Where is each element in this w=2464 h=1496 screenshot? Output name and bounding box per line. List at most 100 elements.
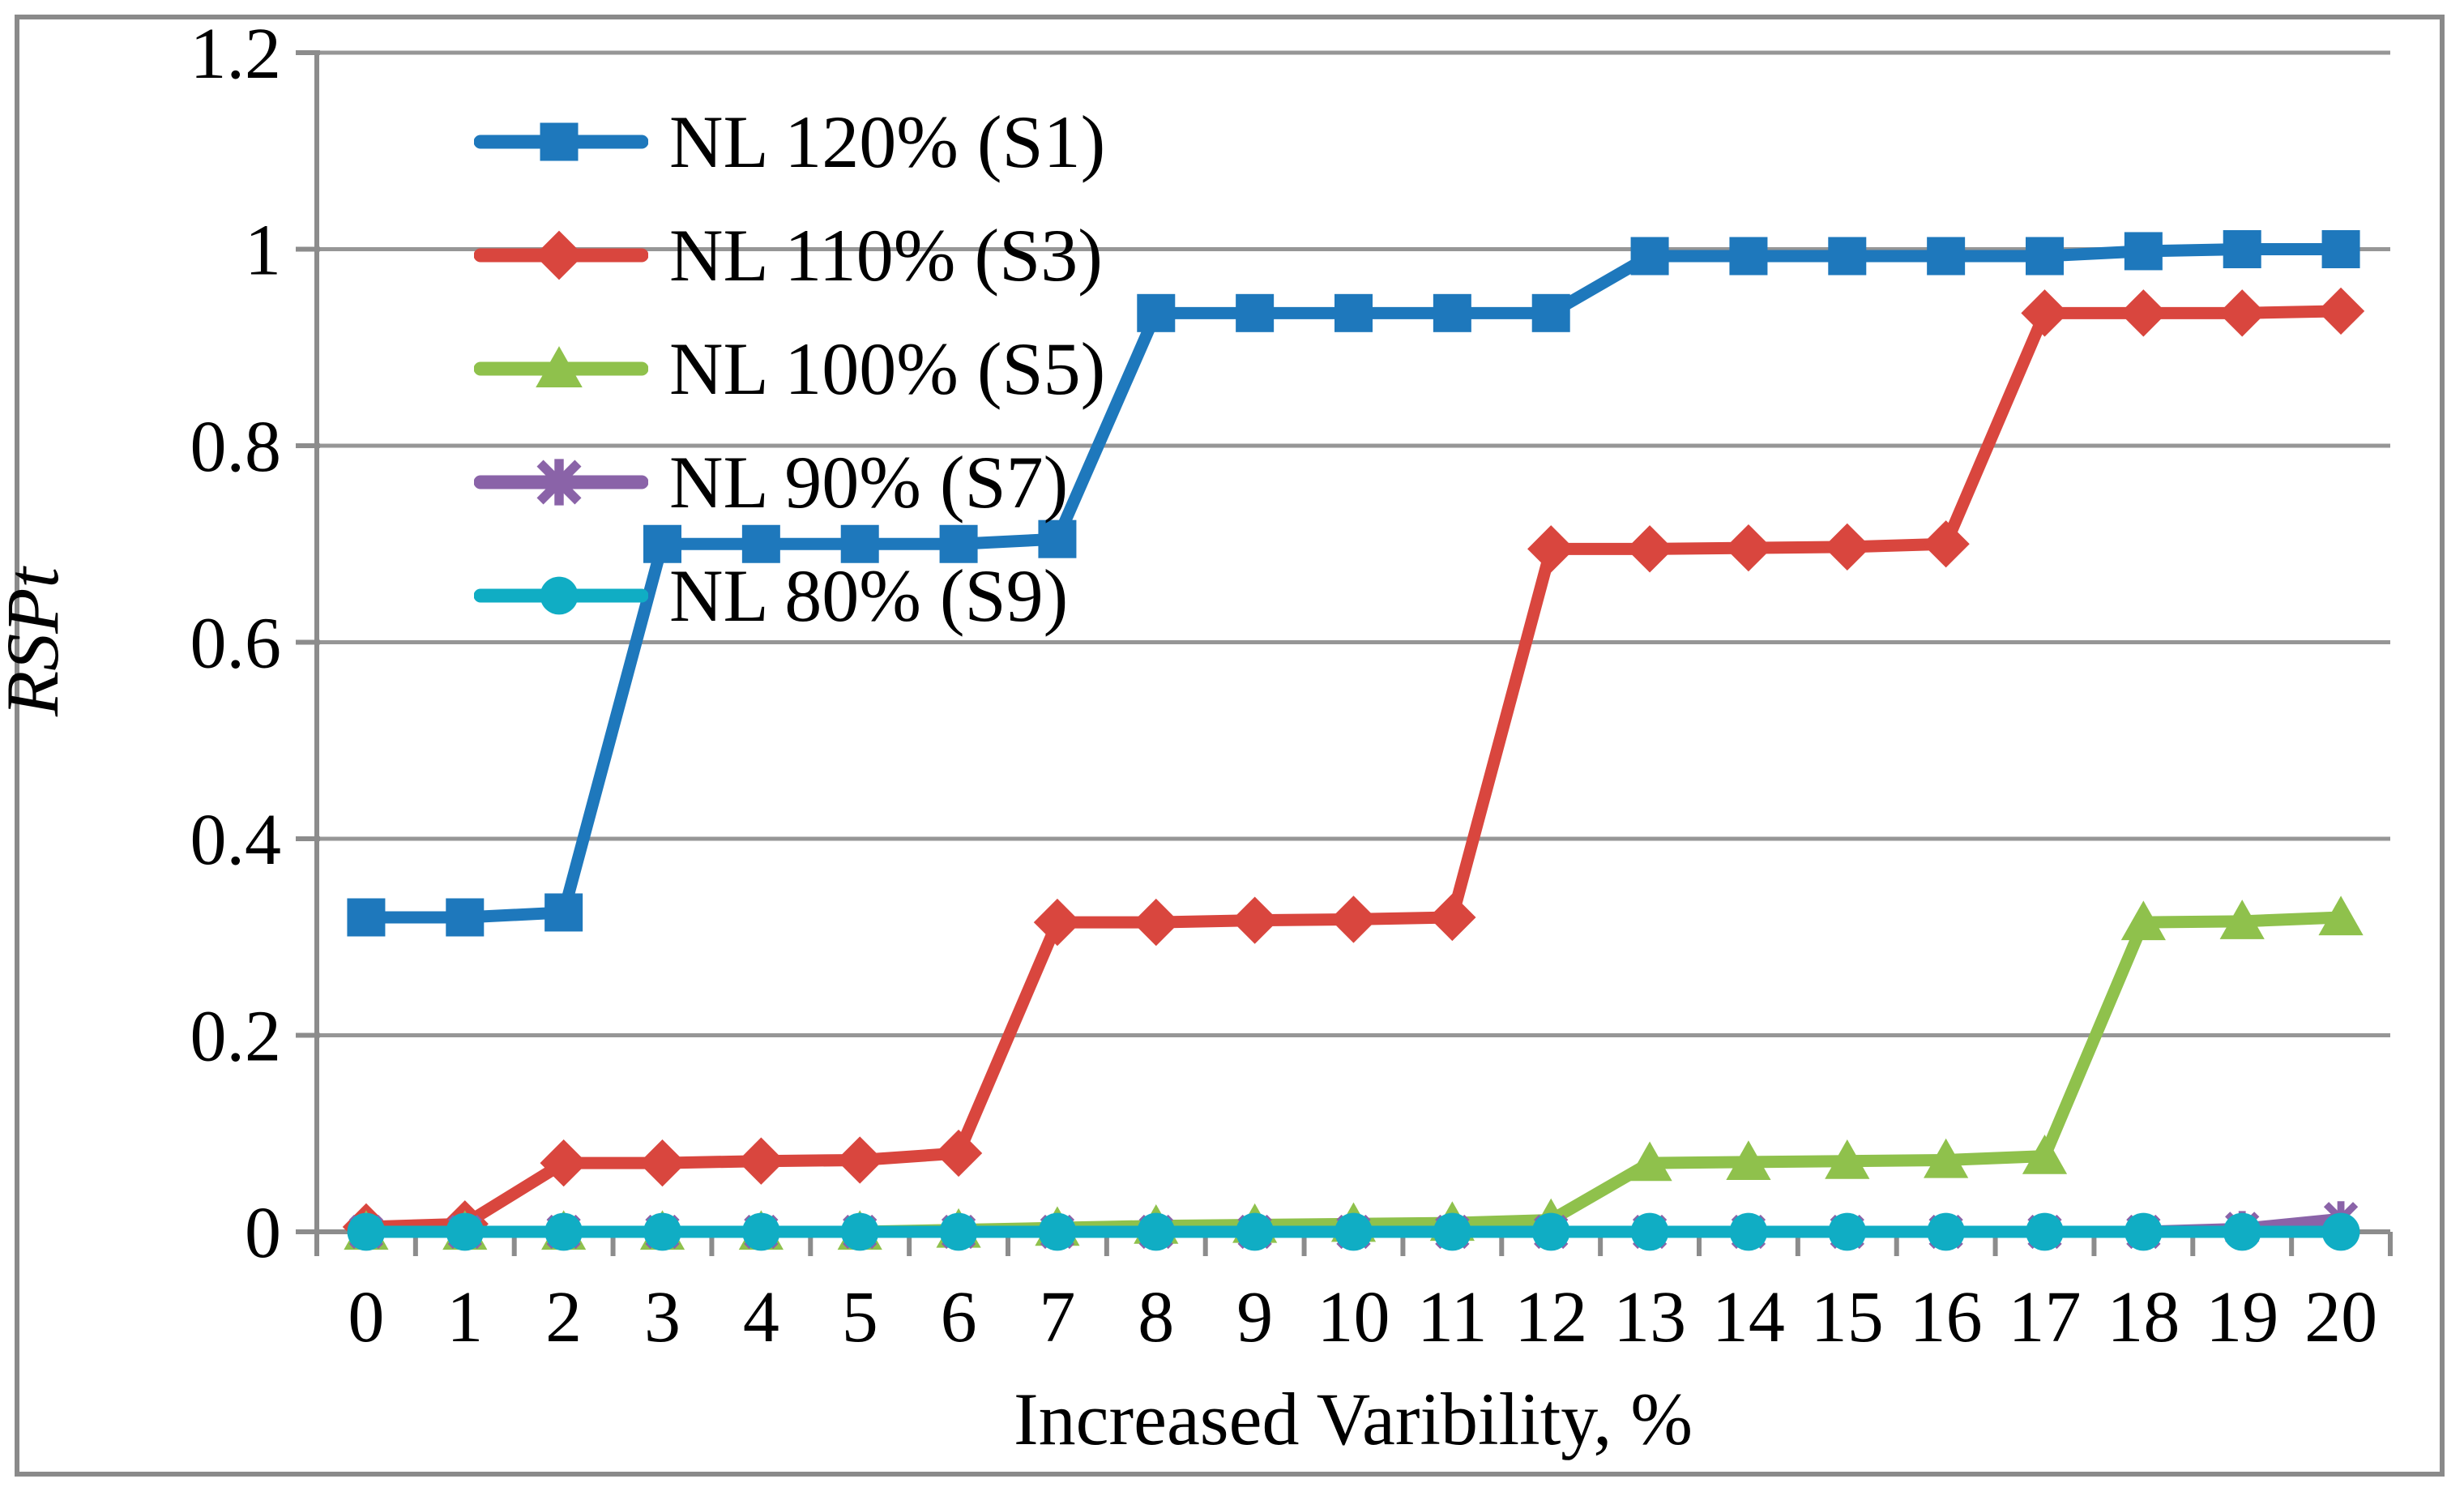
diamond-marker bbox=[1231, 896, 1279, 944]
diamond-marker bbox=[2120, 289, 2167, 337]
square-marker bbox=[1729, 237, 1768, 276]
square-marker bbox=[446, 898, 485, 937]
square-marker bbox=[1334, 293, 1373, 332]
legend-key-diamond-icon bbox=[474, 230, 648, 280]
square-marker bbox=[540, 122, 579, 161]
square-marker bbox=[643, 524, 681, 563]
square-marker bbox=[544, 893, 583, 932]
diamond-marker bbox=[2317, 287, 2365, 336]
circle-marker bbox=[741, 1212, 780, 1251]
x-tick-label: 3 bbox=[644, 1277, 681, 1357]
diamond-marker bbox=[2021, 289, 2069, 337]
circle-marker bbox=[1236, 1212, 1275, 1251]
legend-key-square-icon bbox=[474, 122, 648, 161]
square-marker bbox=[347, 898, 386, 937]
x-tick-label: 20 bbox=[2304, 1277, 2377, 1357]
square-marker bbox=[741, 524, 780, 563]
triangle-marker bbox=[1825, 1139, 1870, 1179]
circle-marker bbox=[1729, 1212, 1768, 1251]
circle-marker bbox=[939, 1212, 978, 1251]
circle-marker bbox=[2026, 1212, 2064, 1251]
y-axis-title-text: RSPt bbox=[0, 567, 74, 716]
triangle-marker bbox=[2318, 895, 2364, 936]
legend-item: NL 90% (S7) bbox=[474, 425, 1203, 539]
square-marker bbox=[1531, 293, 1570, 332]
diamond-marker bbox=[1033, 898, 1082, 947]
square-marker bbox=[2321, 230, 2360, 268]
legend-key-asterisk-icon bbox=[474, 459, 648, 506]
x-tick-label: 0 bbox=[348, 1277, 384, 1357]
circle-marker bbox=[1531, 1212, 1570, 1251]
y-tick-label: 0.6 bbox=[190, 604, 282, 684]
square-marker bbox=[1038, 519, 1077, 558]
diamond-marker bbox=[836, 1136, 884, 1184]
diamond-marker bbox=[534, 230, 584, 280]
x-tick-label: 6 bbox=[941, 1277, 977, 1357]
circle-marker bbox=[2321, 1212, 2360, 1251]
triangle-marker bbox=[2120, 900, 2166, 941]
x-tick-label: 1 bbox=[446, 1277, 483, 1357]
diamond-marker bbox=[737, 1137, 785, 1185]
y-tick-label: 1 bbox=[245, 211, 281, 291]
diamond-marker bbox=[2218, 289, 2266, 337]
circle-marker bbox=[643, 1212, 681, 1251]
circle-marker bbox=[1828, 1212, 1867, 1251]
legend-item: NL 110% (S3) bbox=[474, 199, 1203, 312]
diamond-marker bbox=[638, 1139, 686, 1187]
legend-item: NL 120% (S1) bbox=[474, 85, 1203, 199]
diamond-marker bbox=[1823, 523, 1871, 571]
diamond-marker bbox=[1922, 520, 1970, 568]
circle-marker bbox=[840, 1212, 879, 1251]
triangle-marker bbox=[2219, 900, 2265, 939]
legend-item: NL 80% (S9) bbox=[474, 539, 1203, 652]
square-marker bbox=[2026, 237, 2064, 276]
legend-label: NL 100% (S5) bbox=[669, 327, 1106, 410]
legend-key-circle-icon bbox=[474, 576, 648, 615]
square-marker bbox=[1137, 293, 1176, 332]
triangle-marker bbox=[1726, 1140, 1771, 1180]
asterisk-marker bbox=[536, 459, 582, 505]
figure-border bbox=[15, 15, 2445, 1477]
circle-marker bbox=[1433, 1212, 1471, 1251]
legend-key-triangle-icon bbox=[474, 346, 648, 388]
diamond-marker bbox=[1132, 898, 1180, 947]
x-tick-label: 7 bbox=[1039, 1277, 1075, 1357]
diamond-marker bbox=[1724, 524, 1773, 572]
x-tick-label: 4 bbox=[743, 1277, 779, 1357]
x-tick-label: 17 bbox=[2009, 1277, 2082, 1357]
circle-marker bbox=[2223, 1212, 2261, 1251]
circle-marker bbox=[347, 1212, 386, 1251]
circle-marker bbox=[2124, 1212, 2163, 1251]
diamond-marker bbox=[1527, 525, 1575, 573]
circle-marker bbox=[1137, 1212, 1176, 1251]
x-tick-label: 18 bbox=[2107, 1277, 2180, 1357]
circle-marker bbox=[1038, 1212, 1077, 1251]
square-marker bbox=[1927, 237, 1966, 276]
diamond-marker bbox=[1330, 895, 1377, 943]
x-tick-label: 15 bbox=[1811, 1277, 1884, 1357]
circle-marker bbox=[1927, 1212, 1966, 1251]
x-tick-label: 2 bbox=[545, 1277, 582, 1357]
x-tick-label: 13 bbox=[1613, 1277, 1686, 1357]
diamond-marker bbox=[934, 1129, 983, 1178]
x-tick-label: 10 bbox=[1317, 1277, 1390, 1357]
diamond-marker bbox=[540, 1139, 587, 1187]
y-tick-label: 0 bbox=[245, 1193, 281, 1273]
square-marker bbox=[939, 524, 978, 563]
legend-label: NL 110% (S3) bbox=[669, 214, 1103, 297]
x-axis-title-text: Increased Varibility, % bbox=[1014, 1378, 1693, 1460]
triangle-marker bbox=[1627, 1141, 1672, 1182]
square-marker bbox=[1433, 293, 1471, 332]
y-tick-label: 0.2 bbox=[190, 997, 282, 1077]
circle-marker bbox=[1630, 1212, 1669, 1251]
x-tick-label: 14 bbox=[1712, 1277, 1785, 1357]
legend-label: NL 80% (S9) bbox=[669, 554, 1069, 637]
circle-marker bbox=[446, 1212, 485, 1251]
square-marker bbox=[1236, 293, 1275, 332]
legend-label: NL 90% (S7) bbox=[669, 441, 1069, 524]
triangle-marker bbox=[536, 346, 583, 388]
y-tick-label: 0.8 bbox=[190, 407, 282, 487]
y-tick-label: 1.2 bbox=[190, 14, 282, 94]
legend-item: NL 100% (S5) bbox=[474, 312, 1203, 425]
